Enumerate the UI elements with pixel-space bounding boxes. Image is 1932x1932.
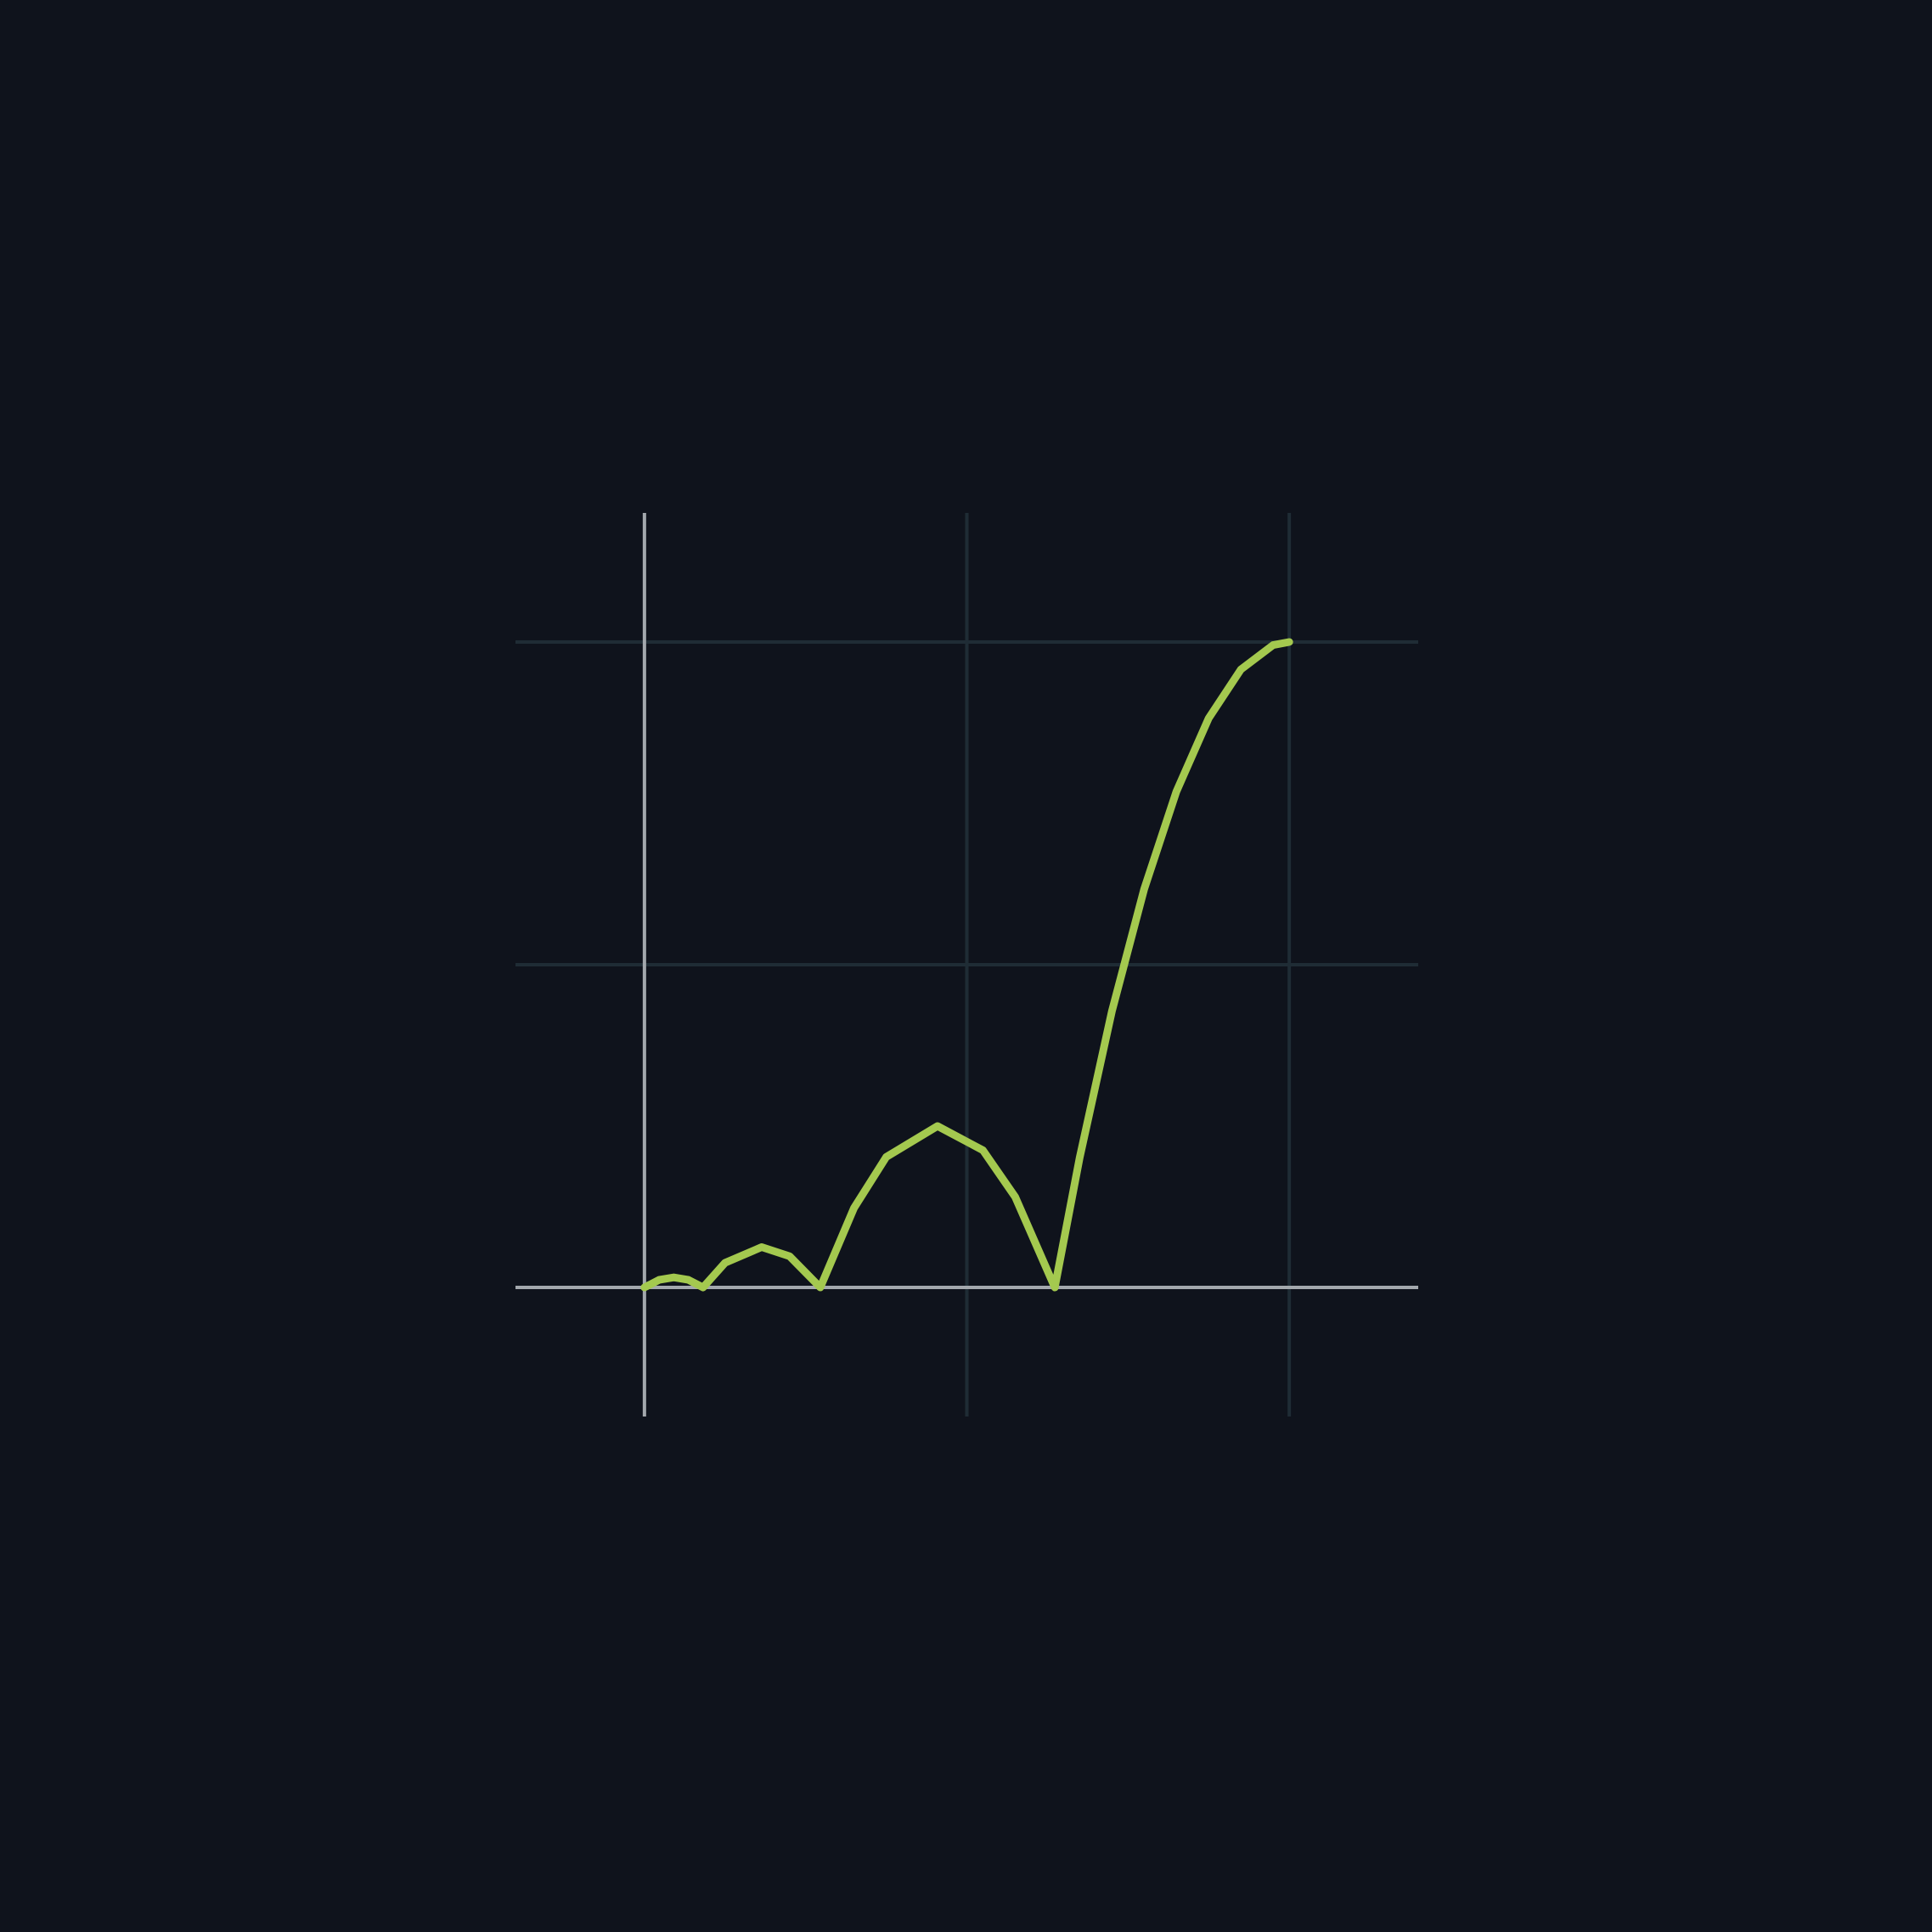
curve: [640, 638, 1293, 1292]
